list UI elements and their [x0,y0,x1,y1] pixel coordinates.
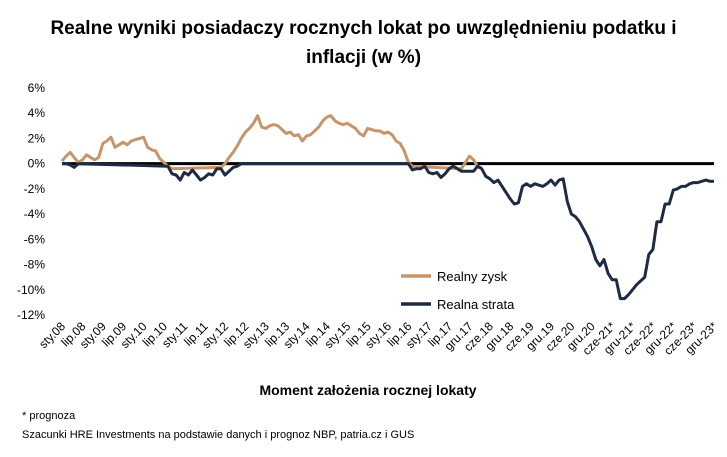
footnote-prognosis: * prognoza [22,410,76,422]
y-tick-label: 0% [28,157,46,171]
x-axis-label: Moment założenia rocznej lokaty [259,382,476,398]
series-line-realna-strata [62,162,714,301]
y-tick-label: -12% [17,308,45,322]
y-tick-label: -10% [17,283,45,297]
y-tick-label: 2% [28,131,46,145]
legend-label-loss: Realna strata [437,297,515,312]
x-axis-ticks: sty.08lip.08sty.09lip.09sty.10lip.10sty.… [36,319,720,358]
chart-title: Realne wyniki posiadaczy rocznych lokat … [0,14,727,72]
legend: Realny zysk Realna strata [401,269,515,312]
y-tick-label: -6% [24,232,46,246]
y-tick-label: -8% [24,258,46,272]
chart-title-line-2: inflacji (w %) [305,47,422,68]
y-tick-label: -2% [24,182,46,196]
y-tick-label: -4% [24,207,46,221]
y-tick-label: 6% [28,81,46,95]
footnote-source: Szacunki HRE Investments na podstawie da… [22,429,415,441]
chart-title-line-1: Realne wyniki posiadaczy rocznych lokat … [50,18,677,39]
y-axis-ticks: 6% 4% 2% 0% -2% -4% -6% -8% -10% -12% [17,81,45,322]
series-layer [60,114,714,301]
legend-label-profit: Realny zysk [437,269,508,284]
y-tick-label: 4% [28,106,46,120]
series-line-realny-zysk [60,114,479,171]
